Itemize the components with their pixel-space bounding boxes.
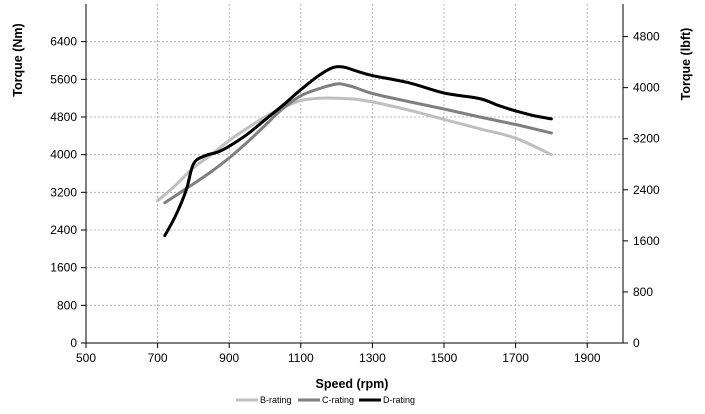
- x-tick-label: 1100: [288, 351, 314, 365]
- y2-tick-label: 0: [633, 336, 640, 350]
- legend: B-rating C-rating D-rating: [236, 395, 415, 405]
- legend-label: C-rating: [322, 395, 354, 405]
- series-line-d-rating: [163, 65, 553, 238]
- y-tick-label: 3200: [50, 185, 77, 199]
- y-tick-label: 2400: [50, 223, 77, 237]
- x-tick-label: 1900: [574, 351, 601, 365]
- y2-axis-title: Torque (lbft): [679, 28, 693, 101]
- legend-label: D-rating: [383, 395, 415, 405]
- y-tick-label: 1600: [50, 261, 77, 275]
- legend-label: B-rating: [260, 395, 292, 405]
- y2-tick-label: 800: [633, 285, 653, 299]
- legend-item: C-rating: [298, 395, 354, 405]
- y-tick-label: 5600: [50, 72, 77, 86]
- legend-marker: [368, 398, 372, 402]
- y-tick-label: 6400: [50, 35, 77, 49]
- x-tick-label: 1300: [359, 351, 386, 365]
- x-axis-title: Speed (rpm): [316, 377, 389, 391]
- y2-tick-label: 4800: [633, 30, 660, 44]
- y-tick-label: 4800: [50, 110, 77, 124]
- x-tick-label: 1500: [431, 351, 458, 365]
- series-line-c-rating: [163, 82, 553, 205]
- legend-item: B-rating: [236, 395, 292, 405]
- y-axis-title: Torque (Nm): [11, 23, 25, 96]
- y2-tick-label: 3200: [633, 132, 660, 146]
- series-line-b-rating: [156, 96, 553, 203]
- series-lines: [156, 65, 553, 238]
- tick-labels: 500 700 900 1100 1300 1500 1700 1900 0 800 1600 240…: [50, 30, 660, 365]
- y-tick-label: 800: [57, 298, 77, 312]
- legend-item: D-rating: [359, 395, 415, 405]
- y2-tick-label: 2400: [633, 183, 660, 197]
- y-tick-label: 0: [70, 336, 77, 350]
- x-tick-label: 1700: [502, 351, 529, 365]
- y2-tick-label: 1600: [633, 234, 660, 248]
- y-tick-label: 4000: [50, 148, 77, 162]
- x-tick-label: 900: [219, 351, 239, 365]
- x-tick-label: 700: [148, 351, 168, 365]
- x-tick-label: 500: [76, 351, 96, 365]
- y2-tick-label: 4000: [633, 81, 660, 95]
- grid-lines: [86, 4, 623, 343]
- axes: [85, 4, 624, 344]
